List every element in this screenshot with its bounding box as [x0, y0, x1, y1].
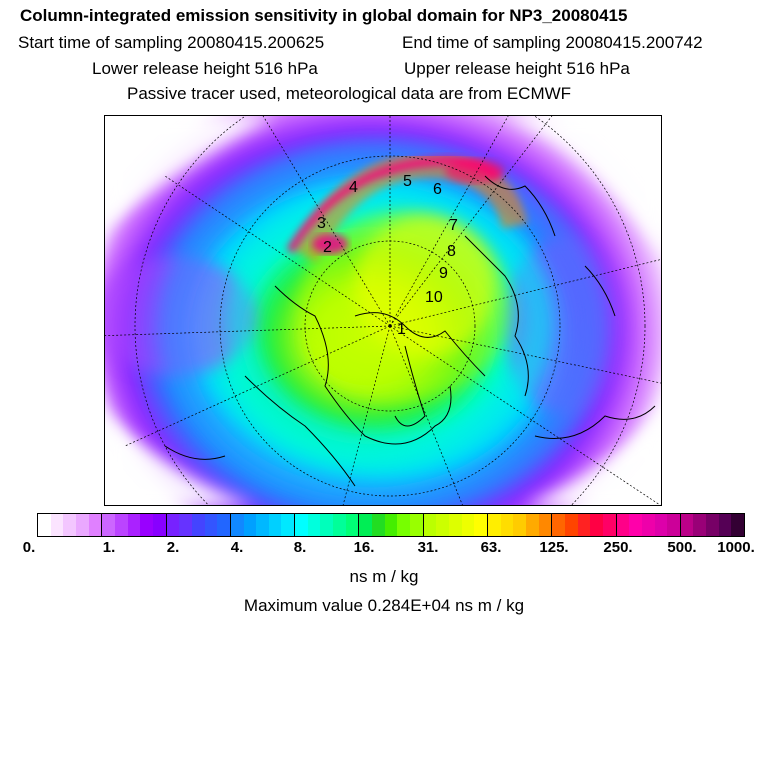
end-time-text: End time of sampling 20080415.200742	[402, 33, 703, 52]
colorbar-segment	[230, 514, 244, 536]
colorbar-tick-2: 2.	[166, 539, 180, 556]
colorbar-segment	[423, 514, 437, 536]
colorbar-segment	[654, 514, 668, 536]
colorbar-tick-8: 8.	[293, 539, 307, 556]
colorbar-tick-250: 250.	[603, 539, 633, 556]
colorbar-segment	[590, 514, 603, 536]
colorbar-tick-1: 1.	[102, 539, 116, 556]
colorbar-segment	[38, 514, 51, 536]
trajectory-label-3: 3	[317, 215, 326, 232]
colorbar-segment	[281, 514, 296, 536]
trajectory-label-9: 9	[439, 265, 448, 282]
colorbar-segment	[75, 514, 89, 536]
colorbar-segment	[140, 514, 153, 536]
colorbar-segment	[333, 514, 346, 536]
colorbar-tick-16: 16.	[353, 539, 375, 556]
colorbar-segment	[63, 514, 76, 536]
colorbar-segment	[667, 514, 681, 536]
colorbar-segment	[345, 514, 360, 536]
trajectory-label-2: 2	[323, 239, 332, 256]
colorbar-segment	[461, 514, 475, 536]
colorbar-segment	[474, 514, 488, 536]
upper-height-text: Upper release height 516 hPa	[404, 59, 630, 78]
trajectory-label-10: 10	[425, 289, 443, 306]
colorbar-segment	[449, 514, 462, 536]
colorbar-segment	[564, 514, 578, 536]
colorbar-segment	[179, 514, 192, 536]
trajectory-labels: 1 2 3 4 5 6 7 8 9 10	[317, 173, 458, 338]
colorbar-tick-31: 31.	[417, 539, 439, 556]
trajectory-label-5: 5	[403, 173, 412, 190]
colorbar-segment	[552, 514, 565, 536]
colorbar-segment	[372, 514, 385, 536]
colorbar-segment	[127, 514, 141, 536]
colorbar-segment	[256, 514, 269, 536]
colorbar-segment	[680, 514, 694, 536]
trajectory-label-7: 7	[449, 217, 458, 234]
map-title: Column-integrated emission sensitivity i…	[20, 6, 628, 25]
colorbar-segment	[114, 514, 128, 536]
colorbar-segment	[307, 514, 321, 536]
colorbar-units: ns m / kg	[349, 567, 419, 586]
colorbar-segment	[204, 514, 218, 536]
colorbar-segment	[616, 514, 630, 536]
coastlines	[164, 175, 656, 487]
trajectory-label-8: 8	[447, 243, 456, 260]
colorbar-segment	[243, 514, 257, 536]
colorbar-segment	[641, 514, 655, 536]
colorbar-segment	[359, 514, 373, 536]
colorbar-segment	[295, 514, 308, 536]
colorbar-segment	[602, 514, 617, 536]
colorbar-tick-63: 63.	[480, 539, 502, 556]
colorbar-segment	[577, 514, 591, 536]
colorbar-segment	[629, 514, 642, 536]
colorbar-segment	[88, 514, 103, 536]
colorbar-segment	[217, 514, 231, 536]
colorbar-tick-0: 0.	[22, 539, 36, 556]
colorbar-tick-125: 125.	[539, 539, 569, 556]
colorbar-segment	[397, 514, 411, 536]
colorbar	[37, 513, 745, 537]
colorbar-segment	[102, 514, 115, 536]
colorbar-segment	[731, 514, 745, 536]
colorbar-segment	[693, 514, 707, 536]
colorbar-tick-1000: 1000.	[717, 539, 755, 556]
colorbar-segment	[538, 514, 553, 536]
colorbar-tick-500: 500.	[667, 539, 697, 556]
sensitivity-map: 1 2 3 4 5 6 7 8 9 10	[104, 115, 662, 506]
colorbar-segment	[50, 514, 64, 536]
colorbar-segment	[191, 514, 205, 536]
colorbar-segment	[320, 514, 334, 536]
colorbar-segment	[166, 514, 180, 536]
trajectory-label-1: 1	[397, 321, 406, 338]
maximum-value-text: Maximum value 0.284E+04 ns m / kg	[243, 596, 525, 615]
colorbar-segment	[268, 514, 282, 536]
colorbar-segment	[436, 514, 449, 536]
colorbar-segment	[410, 514, 424, 536]
trajectory-label-4: 4	[349, 179, 358, 196]
colorbar-segment	[525, 514, 539, 536]
colorbar-segment	[487, 514, 501, 536]
start-time-text: Start time of sampling 20080415.200625	[18, 33, 325, 52]
graticule	[105, 116, 661, 505]
colorbar-tick-4: 4.	[230, 539, 244, 556]
tracer-note-text: Passive tracer used, meteorological data…	[127, 84, 572, 103]
trajectory-label-6: 6	[433, 181, 442, 198]
colorbar-segment	[384, 514, 398, 536]
map-svg: 1 2 3 4 5 6 7 8 9 10	[105, 116, 661, 505]
colorbar-segment	[500, 514, 514, 536]
colorbar-segment	[718, 514, 732, 536]
sensitivity-field	[105, 116, 661, 505]
colorbar-segment	[152, 514, 167, 536]
lower-height-text: Lower release height 516 hPa	[92, 59, 318, 78]
colorbar-segment	[706, 514, 719, 536]
colorbar-segment	[513, 514, 526, 536]
